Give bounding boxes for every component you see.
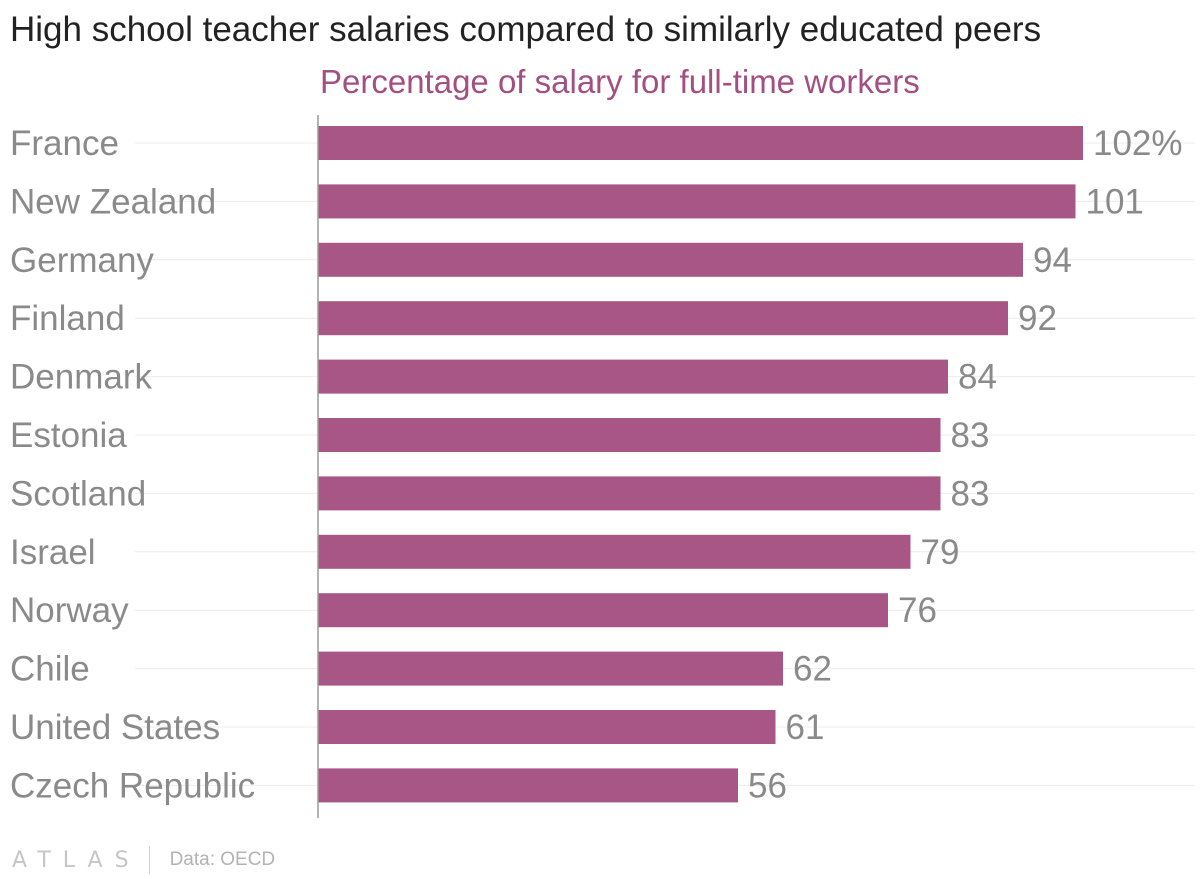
bar	[318, 534, 911, 569]
value-label: 56	[748, 766, 787, 805]
footer-divider	[148, 846, 150, 874]
atlas-logo: ATLAS	[12, 847, 141, 873]
bar	[318, 768, 738, 803]
bar	[318, 593, 888, 628]
category-label: Estonia	[10, 416, 127, 455]
category-label: France	[10, 124, 119, 163]
bar	[318, 476, 941, 511]
bar	[318, 359, 948, 394]
value-label: 83	[951, 474, 990, 513]
value-label: 102%	[1093, 124, 1183, 163]
bar	[318, 301, 1008, 336]
category-label: Scotland	[10, 474, 146, 513]
value-label: 84	[958, 358, 997, 397]
category-label: Denmark	[10, 358, 152, 397]
value-label: 76	[898, 591, 937, 630]
category-label: New Zealand	[10, 182, 216, 221]
value-label: 79	[921, 533, 960, 572]
source-note: Data: OECD	[169, 849, 276, 870]
category-label: Norway	[10, 591, 129, 630]
value-label: 83	[951, 416, 990, 455]
value-label: 61	[786, 708, 825, 747]
value-label: 101	[1086, 182, 1144, 221]
category-label: Israel	[10, 533, 96, 572]
value-label: 62	[793, 650, 832, 689]
bar	[318, 710, 776, 744]
category-label: Finland	[10, 299, 125, 338]
chart-title: High school teacher salaries compared to…	[10, 10, 1042, 49]
bar	[318, 126, 1083, 160]
value-label: 94	[1033, 241, 1072, 280]
category-label: Germany	[10, 241, 154, 280]
category-label: Chile	[10, 650, 90, 689]
bar	[318, 242, 1023, 277]
value-label: 92	[1018, 299, 1057, 338]
bar	[318, 418, 941, 452]
chart-subtitle: Percentage of salary for full-time worke…	[320, 63, 920, 100]
bar	[318, 184, 1076, 219]
footer: ATLAS Data: OECD	[12, 845, 275, 875]
category-label: United States	[10, 708, 220, 747]
bar	[318, 651, 783, 686]
category-label: Czech Republic	[10, 766, 255, 805]
